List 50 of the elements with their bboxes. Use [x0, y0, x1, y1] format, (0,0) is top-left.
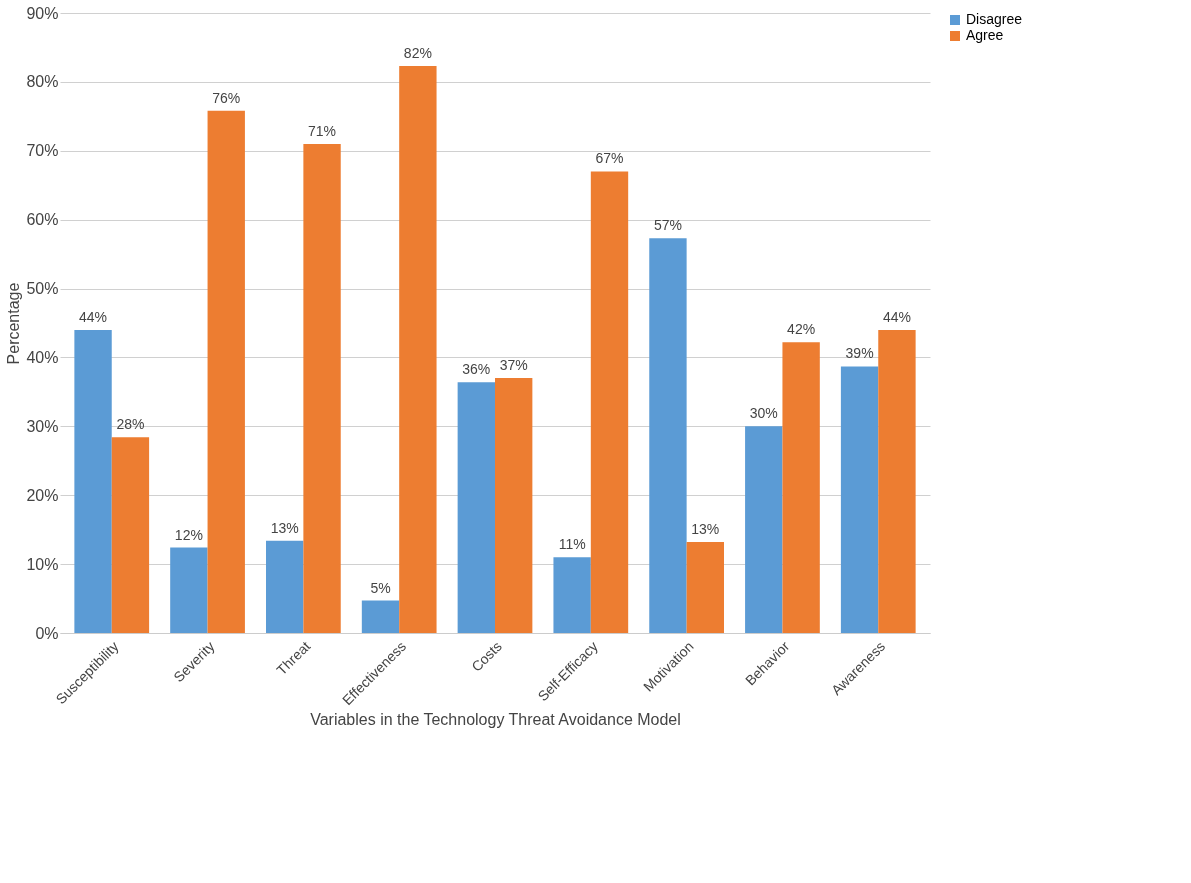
x-axis-title: Variables in the Technology Threat Avoidance Model — [310, 711, 681, 729]
bar — [782, 342, 820, 633]
y-tick-label: 60% — [26, 211, 59, 229]
bar — [399, 66, 437, 633]
data-label: 5% — [370, 579, 391, 596]
bar — [649, 238, 687, 633]
data-label: 39% — [845, 345, 874, 362]
bar — [840, 366, 879, 633]
data-label: 12% — [174, 526, 203, 543]
bar — [207, 110, 245, 633]
y-tick-label: 90% — [26, 4, 59, 22]
y-tick-label: 80% — [26, 73, 59, 91]
bar — [553, 557, 591, 633]
bar — [457, 382, 495, 633]
bar — [686, 542, 724, 633]
bar — [745, 426, 783, 633]
data-label: 44% — [882, 308, 911, 325]
y-tick-label: 50% — [26, 280, 59, 298]
legend-label: Agree — [966, 27, 1004, 43]
bar — [878, 329, 916, 633]
bar — [170, 547, 208, 633]
bar — [303, 143, 341, 633]
y-tick-label: 10% — [26, 555, 59, 573]
legend-label: Disagree — [966, 11, 1023, 27]
bar — [495, 378, 533, 633]
data-label: 57% — [653, 217, 682, 234]
data-label: 42% — [787, 321, 816, 338]
data-label: 30% — [749, 405, 778, 422]
data-label: 13% — [270, 519, 299, 536]
y-tick-label: 70% — [26, 142, 59, 160]
data-label: 71% — [308, 122, 337, 139]
data-label: 28% — [116, 416, 145, 433]
bar — [361, 600, 400, 633]
data-label: 11% — [558, 536, 586, 553]
data-label: 67% — [595, 150, 624, 167]
bar — [74, 329, 112, 633]
data-label: 13% — [691, 521, 720, 538]
y-tick-label: 40% — [26, 348, 59, 366]
data-label: 76% — [212, 89, 241, 106]
y-axis-title: Percentage — [5, 282, 23, 365]
y-tick-label: 0% — [35, 624, 59, 642]
bar — [266, 540, 304, 633]
bar — [111, 437, 150, 633]
data-label: 36% — [462, 361, 491, 378]
y-tick-label: 30% — [26, 417, 59, 435]
data-label: 44% — [79, 308, 108, 325]
data-label: 37% — [499, 357, 528, 374]
y-tick-label: 20% — [26, 486, 59, 504]
data-label: 82% — [403, 45, 432, 62]
bar — [590, 171, 629, 633]
